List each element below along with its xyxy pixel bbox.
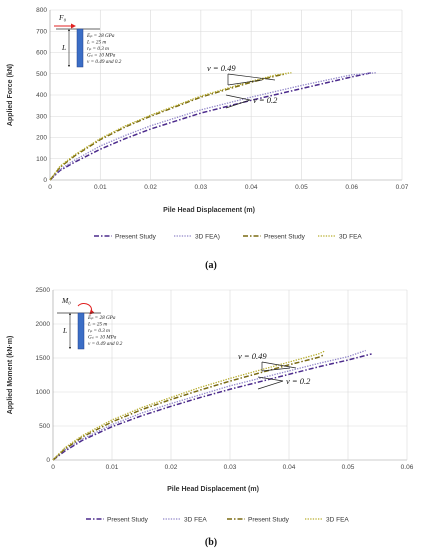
inset-a-line-1: L = 25 m (86, 40, 106, 46)
x-tick-label: 0.03 (195, 184, 208, 191)
inset-b-length-label: L (62, 326, 67, 335)
x-tick-label: 0.01 (106, 464, 119, 471)
legend-a-label-0: Present Study (115, 234, 157, 241)
legend-b-label-1: 3D FEA (184, 517, 207, 524)
legend-b-label-3: 3D FEA (326, 517, 349, 524)
annot-b-v049-leader-2 (261, 361, 297, 369)
inset-a-line-4: v = 0.49 and 0.2 (87, 58, 122, 65)
annotations-a: v = 0.49 v = 0.2 (207, 63, 278, 109)
annotations-b: v = 0.49 v = 0.2 (238, 351, 311, 390)
annot-a-v049-leader-3 (227, 79, 263, 86)
inset-a-load-label: F₀ (58, 13, 67, 22)
y-tick-label: 1000 (36, 389, 51, 396)
inset-a-line-3: Gₛ = 10 MPa (87, 53, 116, 59)
y-tick-label: 0 (43, 177, 47, 184)
annot-a-v049: v = 0.49 (207, 63, 236, 73)
inset-a: F₀ L Eₚ = 28 GPa L = 25 m rₚ = 0.3 m Gₛ … (54, 13, 122, 68)
legend-a-label-2: Present Study (264, 234, 306, 241)
x-tick-label: 0.03 (224, 464, 237, 471)
inset-a-length-label: L (61, 43, 66, 52)
y-tick-label: 2500 (36, 287, 51, 294)
chart-a: 0 100 200 300 400 500 600 700 800 0 0.01 0.02 0.03 0.… (7, 7, 409, 271)
series-line-3 (49, 72, 292, 181)
inset-b-line-3: Gₛ = 10 MPa (88, 335, 117, 341)
series-line-3 (52, 350, 325, 461)
ticks-b: 0 500 1000 1500 2000 2500 0 0.01 0.02 0.03 0.04 0.0… (36, 287, 414, 471)
y-tick-label: 400 (36, 92, 47, 99)
annot-a-v049-leader-2 (227, 73, 276, 81)
series-line-0 (52, 353, 372, 461)
annot-b-v02-leader-2 (257, 376, 284, 382)
x-axis-title-b: Pile Head Displacement (m) (167, 486, 259, 493)
x-tick-label: 0.02 (165, 464, 178, 471)
inset-b: M₀ L Eₚ = 28 GPa L = 25 m rₚ = 0.3 m Gₛ … (57, 296, 123, 350)
y-axis-title-a: Applied Force (kN) (7, 64, 14, 126)
caption-b: (b) (205, 537, 217, 548)
grid-b (52, 289, 408, 461)
annot-a-v02: v = 0.2 (253, 95, 278, 105)
legend-a-label-1: 3D FEA) (195, 234, 220, 241)
annot-a-v02-leader-2 (225, 94, 251, 101)
chart-b: 0 500 1000 1500 2000 2500 0 0.01 0.02 0.03 0.04 0.0… (7, 287, 414, 548)
x-tick-label: 0.07 (396, 184, 409, 191)
series-b (52, 349, 372, 461)
inset-b-moment-arrow (77, 302, 95, 315)
x-tick-label: 0.04 (283, 464, 296, 471)
legend-b: Present Study 3D FEA Present Study 3D FE… (86, 517, 349, 524)
inset-b-line-0: Eₚ = 28 GPa (87, 315, 116, 321)
y-tick-label: 200 (36, 135, 47, 142)
y-tick-label: 100 (36, 156, 47, 163)
annot-b-v049-leader-3 (261, 367, 291, 372)
legend-a: Present Study 3D FEA) Present Study 3D F… (94, 234, 362, 241)
inset-b-line-4: v = 0.49 and 0.2 (88, 340, 123, 347)
y-tick-label: 700 (36, 28, 47, 35)
series-line-0 (49, 71, 372, 181)
y-tick-label: 0 (46, 457, 50, 464)
annot-b-v02-leader-1 (257, 380, 284, 390)
inset-b-line-1: L = 25 m (87, 322, 107, 328)
y-tick-label: 2000 (36, 321, 51, 328)
inset-a-line-0: Eₚ = 28 GPa (86, 33, 115, 39)
annot-b-v049: v = 0.49 (238, 351, 267, 361)
y-tick-label: 500 (39, 423, 50, 430)
y-tick-label: 500 (36, 71, 47, 78)
inset-b-load-label: M₀ (61, 296, 71, 305)
x-tick-label: 0.06 (345, 184, 358, 191)
y-tick-label: 600 (36, 50, 47, 57)
x-tick-label: 0.04 (245, 184, 258, 191)
x-tick-label: 0.05 (342, 464, 355, 471)
ticks-a: 0 100 200 300 400 500 600 700 800 0 0.01 0.02 0.03 0.… (36, 7, 409, 191)
series-line-1 (49, 72, 377, 181)
inset-b-pile (77, 312, 85, 350)
inset-b-line-2: rₚ = 0.3 m (88, 328, 110, 334)
y-tick-label: 800 (36, 7, 47, 14)
legend-b-label-0: Present Study (107, 517, 149, 524)
x-tick-label: 0 (48, 184, 52, 191)
annot-b-v02: v = 0.2 (286, 376, 311, 386)
x-tick-label: 0.01 (94, 184, 107, 191)
y-axis-title-b: Applied Moment (kN·m) (7, 336, 14, 415)
inset-a-line-2: rₚ = 0.3 m (87, 46, 109, 52)
legend-a-label-3: 3D FEA (339, 234, 362, 241)
y-tick-label: 300 (36, 113, 47, 120)
x-tick-label: 0.02 (144, 184, 157, 191)
y-tick-label: 1500 (36, 355, 51, 362)
inset-a-pile (76, 28, 84, 68)
annot-a-v02-leader-1 (225, 99, 251, 109)
x-tick-label: 0.05 (295, 184, 308, 191)
x-tick-label: 0.06 (401, 464, 414, 471)
series-line-2 (52, 353, 325, 461)
x-tick-label: 0 (51, 464, 55, 471)
x-axis-title-a: Pile Head Displacement (m) (163, 207, 255, 214)
legend-b-label-2: Present Study (248, 517, 290, 524)
caption-a: (a) (205, 260, 217, 271)
